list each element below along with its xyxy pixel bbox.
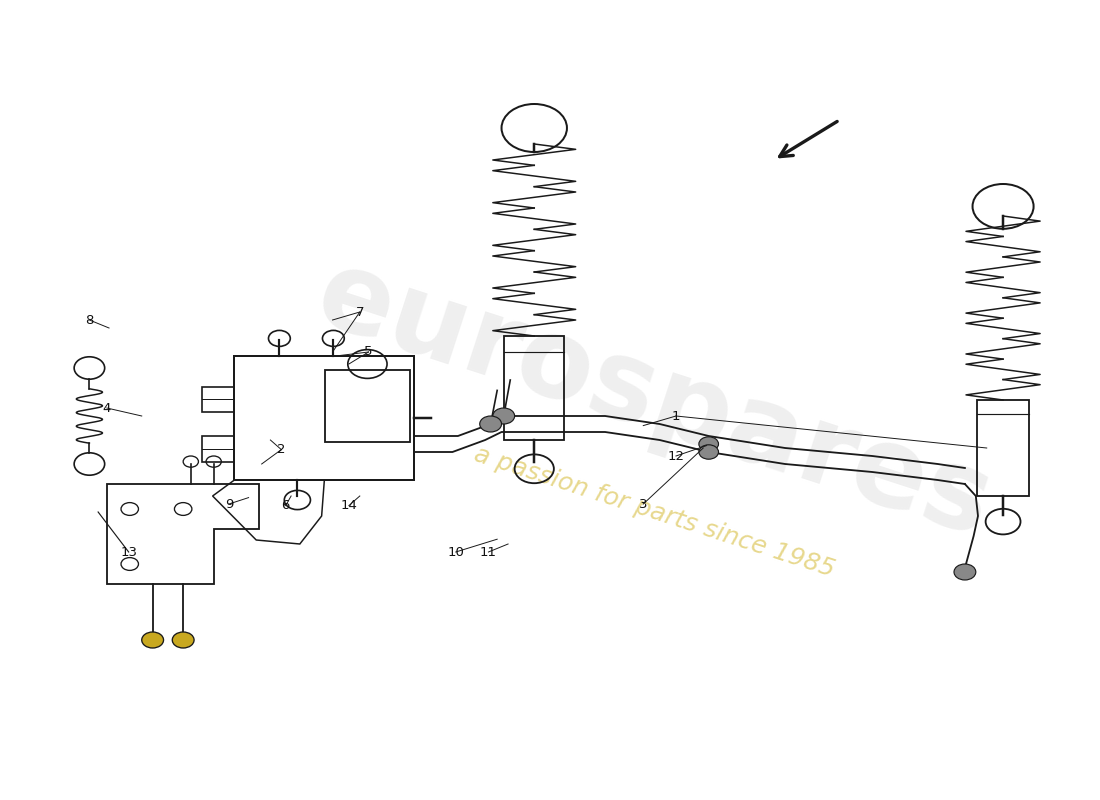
Circle shape	[480, 416, 502, 432]
Text: 11: 11	[480, 546, 497, 558]
Circle shape	[698, 445, 718, 459]
Text: 1: 1	[672, 410, 680, 422]
Text: 2: 2	[277, 443, 286, 456]
Text: 4: 4	[102, 402, 111, 414]
Bar	[201, 436, 234, 462]
Text: 6: 6	[282, 499, 289, 512]
Text: 3: 3	[639, 498, 648, 510]
Circle shape	[493, 408, 515, 424]
Text: 14: 14	[341, 499, 358, 512]
Bar	[324, 370, 410, 442]
Circle shape	[142, 632, 164, 648]
Text: 9: 9	[224, 498, 233, 510]
Text: 7: 7	[355, 306, 364, 318]
Circle shape	[698, 437, 718, 451]
Text: 13: 13	[120, 546, 138, 558]
Bar	[504, 336, 564, 440]
Text: 12: 12	[668, 450, 684, 462]
Bar	[201, 386, 234, 412]
Text: eurospares: eurospares	[304, 241, 1005, 559]
Text: 8: 8	[85, 314, 94, 326]
Text: a passion for parts since 1985: a passion for parts since 1985	[471, 442, 837, 582]
Circle shape	[173, 632, 194, 648]
Text: 10: 10	[448, 546, 464, 558]
Text: 5: 5	[364, 346, 373, 358]
Circle shape	[954, 564, 976, 580]
Bar	[977, 400, 1030, 496]
Bar	[234, 356, 415, 480]
